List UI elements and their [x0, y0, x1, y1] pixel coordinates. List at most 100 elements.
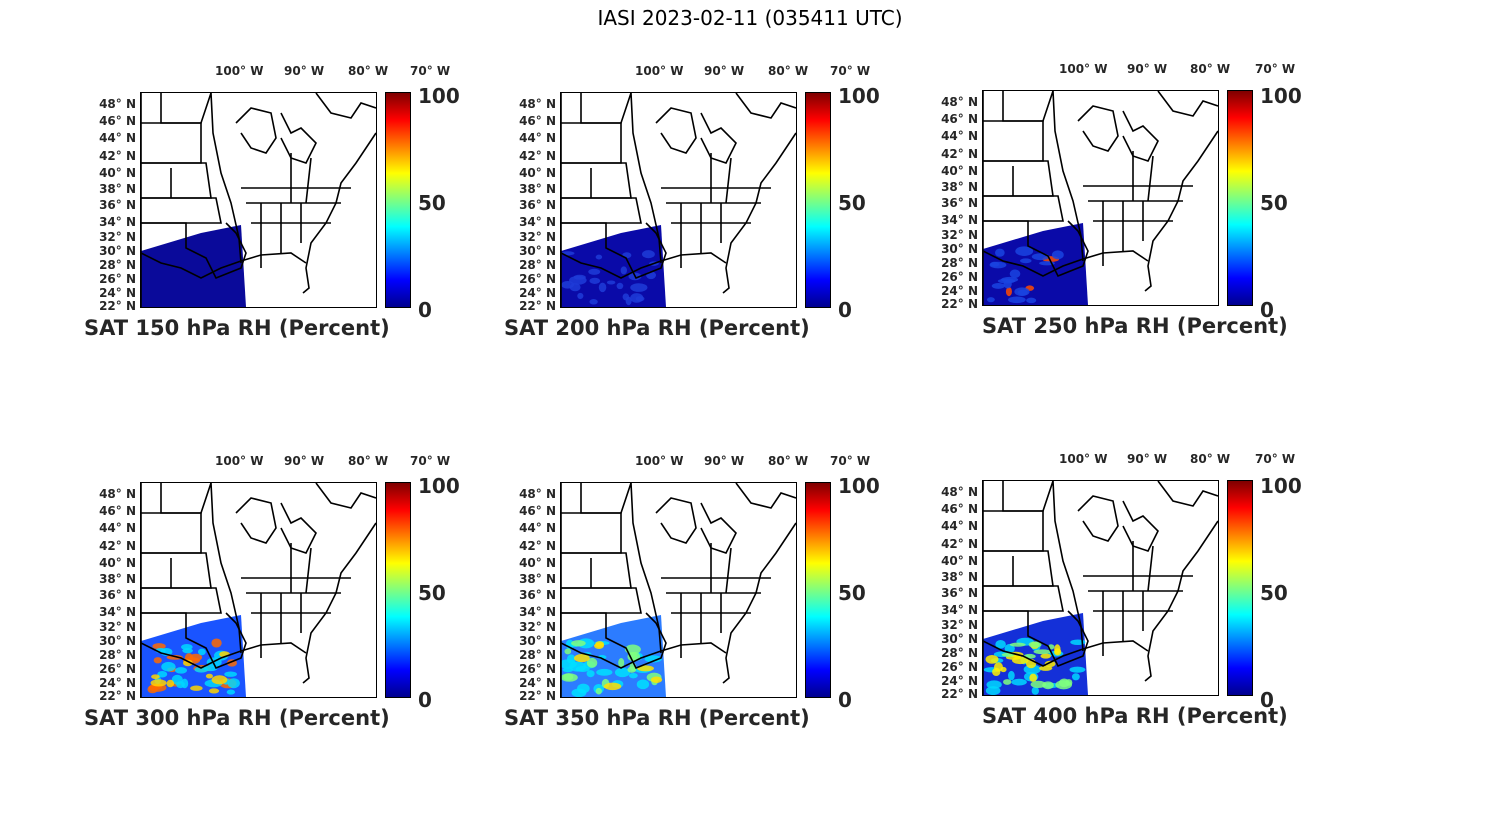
state-boundary [561, 587, 642, 614]
state-boundary [1002, 91, 1054, 122]
rh-swath [141, 225, 246, 307]
lat-label: 22° N [519, 299, 556, 313]
lat-label: 40° N [519, 166, 556, 180]
lat-label: 30° N [519, 634, 556, 648]
state-boundary [1144, 520, 1218, 682]
rh-blob [588, 268, 601, 275]
lat-label: 22° N [99, 299, 136, 313]
lat-label: 24° N [941, 674, 978, 688]
rh-blob [1033, 649, 1052, 655]
lat-label: 40° N [99, 556, 136, 570]
lon-label: 70° W [830, 454, 871, 468]
latitude-labels: 48° N 46° N 44° N 42° N 40° N 38° N 36° N 34° N… [504, 92, 564, 332]
colorbar-mid-label: 50 [418, 581, 446, 605]
lat-label: 28° N [519, 258, 556, 272]
lat-label: 48° N [99, 97, 136, 111]
rh-blob [1003, 679, 1012, 685]
colorbar-min-label: 0 [418, 298, 432, 322]
map-area [982, 90, 1219, 306]
lat-label: 38° N [99, 182, 136, 196]
lat-label: 24° N [941, 284, 978, 298]
rh-blob [637, 665, 654, 672]
rh-blob [1071, 673, 1080, 681]
colorbar-min-label: 0 [838, 688, 852, 712]
lat-label: 38° N [941, 570, 978, 584]
rh-swath [561, 615, 666, 697]
lon-label: 80° W [768, 454, 809, 468]
lat-label: 26° N [99, 662, 136, 676]
state-boundary [235, 497, 277, 544]
colorbar-mid-label: 50 [1260, 581, 1288, 605]
rh-blob [175, 667, 188, 674]
rh-blob [152, 643, 166, 650]
rh-blob [182, 659, 193, 667]
lat-label: 44° N [99, 521, 136, 535]
panel-300: 100° W 90° W 80° W 70° W 48° N 46° N 44° N… [84, 452, 504, 782]
state-boundary [983, 160, 1054, 197]
lat-label: 36° N [519, 198, 556, 212]
lat-label: 34° N [519, 215, 556, 229]
state-boundary [722, 132, 796, 294]
lat-label: 28° N [519, 648, 556, 662]
lat-label: 44° N [941, 519, 978, 533]
lat-label: 28° N [99, 258, 136, 272]
rh-blob [181, 678, 189, 689]
lon-label: 80° W [1190, 452, 1231, 466]
rh-blob [995, 248, 1005, 257]
state-boundary [1002, 481, 1054, 512]
longitude-labels: 100° W 90° W 80° W 70° W [504, 62, 924, 82]
longitude-labels: 100° W 90° W 80° W 70° W [926, 450, 1346, 470]
panel-400: 100° W 90° W 80° W 70° W 48° N 46° N 44° N… [926, 450, 1346, 780]
lon-label: 100° W [1059, 452, 1108, 466]
state-boundary [280, 502, 317, 554]
rh-blob [603, 682, 622, 691]
map-canvas [141, 93, 376, 307]
rh-blob [1000, 666, 1007, 673]
lat-label: 34° N [99, 215, 136, 229]
state-boundary [735, 93, 796, 119]
state-boundary [1157, 481, 1218, 507]
state-boundary [141, 642, 307, 669]
state-boundary [725, 157, 732, 204]
state-boundary [561, 512, 622, 554]
rh-blob [561, 659, 577, 669]
rh-blob [598, 282, 607, 293]
colorbar-max-label: 100 [418, 84, 460, 108]
rh-blob [577, 292, 584, 300]
state-boundary [983, 585, 1064, 612]
latitude-labels: 48° N 46° N 44° N 42° N 40° N 38° N 36° N 34° N… [926, 480, 986, 720]
state-boundary [630, 93, 662, 264]
rh-blob [1017, 289, 1028, 296]
lat-label: 28° N [99, 648, 136, 662]
rh-blob [630, 283, 648, 292]
state-boundary [141, 587, 222, 614]
longitude-labels: 100° W 90° W 80° W 70° W [84, 452, 504, 472]
state-boundary [141, 552, 212, 589]
rh-blob [226, 689, 236, 695]
lat-label: 44° N [519, 131, 556, 145]
lon-label: 80° W [768, 64, 809, 78]
lat-label: 26° N [99, 272, 136, 286]
lat-label: 36° N [99, 588, 136, 602]
rh-blob [153, 657, 162, 664]
lat-label: 22° N [941, 297, 978, 311]
lat-label: 22° N [99, 689, 136, 703]
rh-blob [1031, 253, 1050, 261]
panel-150: 100° W 90° W 80° W 70° W 48° N 46° N 44° N… [84, 62, 504, 392]
rh-blob [208, 688, 220, 694]
state-boundary [280, 112, 317, 164]
lon-label: 90° W [284, 454, 325, 468]
colorbar-mid-label: 50 [418, 191, 446, 215]
lon-label: 90° W [1127, 62, 1168, 76]
rh-blob [614, 667, 631, 678]
lon-label: 90° W [704, 454, 745, 468]
lat-label: 36° N [941, 586, 978, 600]
rh-blob [594, 642, 604, 650]
rh-blob [628, 673, 638, 679]
lat-label: 30° N [941, 242, 978, 256]
rh-blob [564, 648, 572, 655]
lon-label: 70° W [830, 64, 871, 78]
colorbar-max-label: 100 [418, 474, 460, 498]
map-area [560, 92, 797, 308]
latitude-labels: 48° N 46° N 44° N 42° N 40° N 38° N 36° N 34° N… [84, 92, 144, 332]
